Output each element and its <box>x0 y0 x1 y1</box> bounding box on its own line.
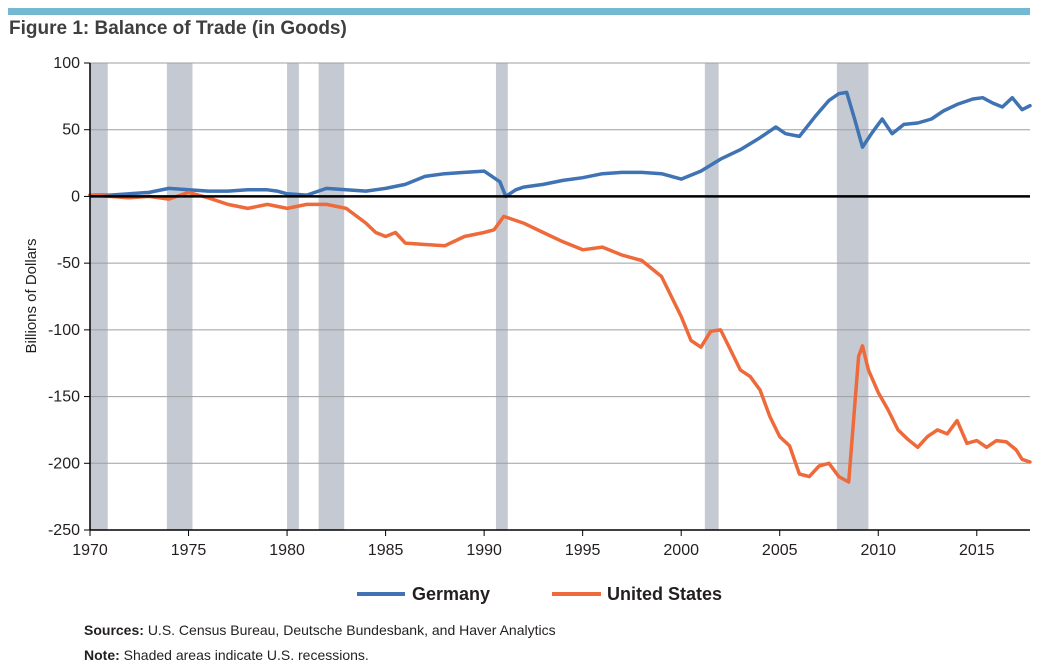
recession-band-3 <box>287 63 299 530</box>
recession-bands <box>90 63 869 530</box>
figure-title: Figure 1: Balance of Trade (in Goods) <box>9 18 347 39</box>
legend: Germany United States <box>357 584 722 604</box>
x-tick-label-1975: 1975 <box>171 542 207 559</box>
axes <box>84 62 1030 536</box>
series-lines <box>88 90 1032 484</box>
x-tick-label-1980: 1980 <box>269 542 305 559</box>
series-line-united-states <box>88 190 1032 484</box>
y-tick-label--50: -50 <box>57 255 80 272</box>
note-label: Note: <box>84 647 120 663</box>
y-tick-label--150: -150 <box>48 389 80 406</box>
y-tick-label-50: 50 <box>62 122 80 139</box>
x-tick-label-1985: 1985 <box>368 542 404 559</box>
y-tick-label-100: 100 <box>53 55 80 72</box>
note-text: Shaded areas indicate U.S. recessions. <box>123 647 369 663</box>
x-tick-label-2005: 2005 <box>762 542 798 559</box>
series-line-germany <box>88 90 1032 199</box>
tick-labels: 100 50 0 -50 -100 -150 -200 -250 1970 1975 1980 198… <box>48 55 995 559</box>
x-tick-label-1990: 1990 <box>466 542 502 559</box>
y-tick-label--250: -250 <box>48 522 80 539</box>
recession-band-6 <box>704 63 719 530</box>
accent-bar <box>8 8 1030 15</box>
legend-label-germany: Germany <box>412 584 490 604</box>
y-tick-label--100: -100 <box>48 322 80 339</box>
x-tick-label-2000: 2000 <box>663 542 699 559</box>
y-tick-label-0: 0 <box>71 188 80 205</box>
x-tick-label-1995: 1995 <box>565 542 601 559</box>
y-axis-label: Billions of Dollars <box>23 238 40 353</box>
recession-band-5 <box>495 63 508 530</box>
gridlines <box>90 62 1030 531</box>
x-tick-label-2010: 2010 <box>860 542 896 559</box>
recession-band-2 <box>166 63 193 530</box>
y-tick-label--200: -200 <box>48 455 80 472</box>
recession-note: Note: Shaded areas indicate U.S. recessi… <box>84 647 369 663</box>
recession-band-1 <box>90 63 108 530</box>
sources-text: U.S. Census Bureau, Deutsche Bundesbank,… <box>147 622 556 638</box>
x-tick-label-1970: 1970 <box>72 542 108 559</box>
recession-band-7 <box>836 63 869 530</box>
sources-note: Sources: U.S. Census Bureau, Deutsche Bu… <box>84 622 556 638</box>
legend-label-united-states: United States <box>607 584 722 604</box>
recession-band-4 <box>318 63 345 530</box>
sources-label: Sources: <box>84 622 144 638</box>
x-tick-label-2015: 2015 <box>959 542 995 559</box>
